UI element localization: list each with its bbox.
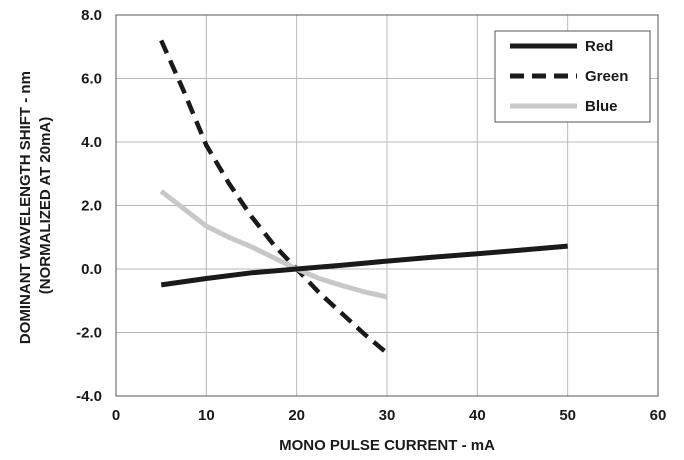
- series-line-red: [160, 243, 568, 288]
- legend-label-green: Green: [585, 68, 628, 85]
- x-tick-label: 20: [288, 407, 305, 424]
- x-axis-label: MONO PULSE CURRENT - mA: [279, 437, 495, 454]
- y-tick-label: -4.0: [76, 388, 102, 405]
- legend: Red Green Blue: [494, 30, 651, 123]
- y-tick-label: 0.0: [81, 261, 102, 278]
- y-tick-label: 2.0: [81, 198, 102, 215]
- x-tick-label: 0: [112, 407, 120, 424]
- x-tick-label: 50: [559, 407, 576, 424]
- y-axis-ticks: -4.0 -2.0 0.0 2.0 4.0 6.0 8.0: [76, 7, 102, 405]
- x-tick-label: 40: [469, 407, 486, 424]
- plot-frame: [115, 14, 659, 397]
- series-line-blue: [159, 189, 388, 300]
- y-axis-label: DOMINANT WAVELENGTH SHIFT - nm (NORMALIZ…: [17, 67, 54, 344]
- x-tick-label: 10: [198, 407, 215, 424]
- y-tick-label: 8.0: [81, 7, 102, 24]
- x-tick-label: 60: [650, 407, 667, 424]
- series-line-green: [159, 39, 389, 355]
- x-axis-ticks: 0 10 20 30 40 50 60: [112, 407, 667, 424]
- legend-label-blue: Blue: [585, 98, 618, 115]
- y-tick-label: 6.0: [81, 71, 102, 88]
- series-layer: [159, 39, 568, 355]
- y-axis-label-line-1: DOMINANT WAVELENGTH SHIFT - nm: [17, 71, 34, 344]
- y-tick-label: -2.0: [76, 325, 102, 342]
- y-axis-label-line-2: (NORMALIZED AT 20mA): [37, 117, 54, 295]
- legend-label-red: Red: [585, 38, 613, 55]
- y-tick-label: 4.0: [81, 134, 102, 151]
- x-tick-label: 30: [379, 407, 396, 424]
